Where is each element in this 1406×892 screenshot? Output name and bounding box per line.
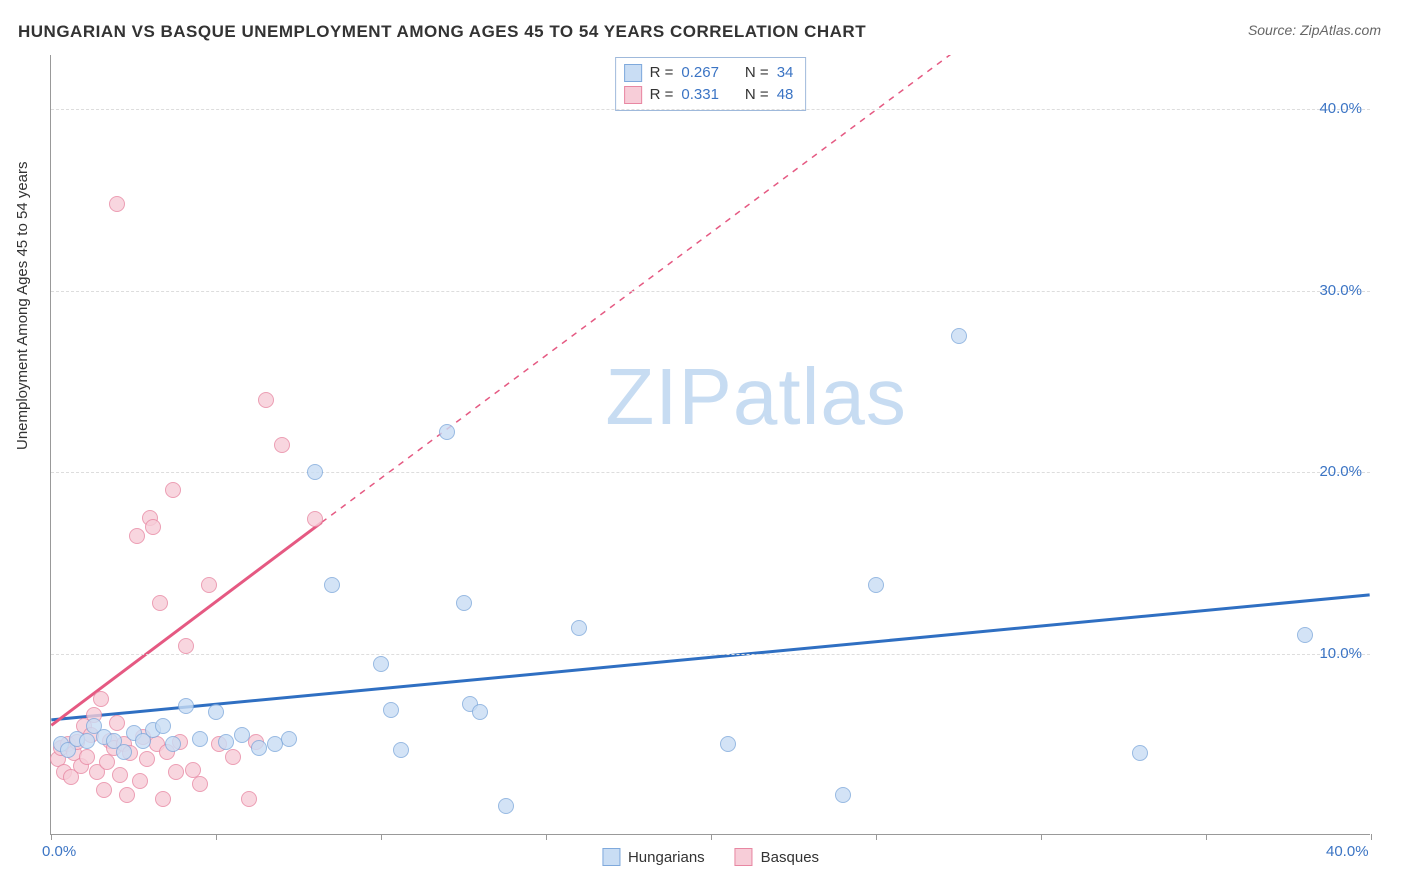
basques-point: [258, 392, 274, 408]
legend-label: Hungarians: [628, 849, 705, 866]
basques-point: [241, 791, 257, 807]
legend-correlation: R = 0.267 N = 34 R = 0.331 N = 48: [615, 57, 807, 111]
basques-point: [96, 782, 112, 798]
hungarians-point: [155, 718, 171, 734]
y-tick-label: 10.0%: [1319, 645, 1362, 662]
basques-point: [139, 751, 155, 767]
legend-row: R = 0.267 N = 34: [624, 62, 794, 84]
x-tick: [1206, 834, 1207, 840]
hungarians-point: [307, 464, 323, 480]
legend-n-label: N =: [745, 62, 769, 84]
legend-item: Basques: [735, 848, 819, 866]
legend-r-value: 0.331: [681, 84, 719, 106]
hungarians-point: [1297, 627, 1313, 643]
legend-n-value: 48: [777, 84, 794, 106]
chart-container: HUNGARIAN VS BASQUE UNEMPLOYMENT AMONG A…: [0, 0, 1406, 892]
x-tick: [1041, 834, 1042, 840]
hungarians-point: [116, 744, 132, 760]
hungarians-point: [251, 740, 267, 756]
plot-area: ZIPatlas R =0.267N =34R =0.331N =48 Hung…: [50, 55, 1370, 835]
y-tick-label: 40.0%: [1319, 100, 1362, 117]
gridline: [51, 109, 1370, 110]
hungarians-point: [208, 704, 224, 720]
basques-point: [165, 482, 181, 498]
basques-point: [119, 787, 135, 803]
hungarians-point: [281, 731, 297, 747]
hungarians-point: [439, 424, 455, 440]
source-label: Source: ZipAtlas.com: [1248, 22, 1381, 38]
hungarians-point: [720, 736, 736, 752]
trend-lines: [51, 55, 1370, 834]
basques-point: [93, 691, 109, 707]
x-tick: [876, 834, 877, 840]
x-tick: [546, 834, 547, 840]
hungarians-point: [835, 787, 851, 803]
basques-point: [307, 511, 323, 527]
basques-point: [129, 528, 145, 544]
hungarians-point: [868, 577, 884, 593]
y-axis-label: Unemployment Among Ages 45 to 54 years: [14, 161, 31, 450]
legend-item: Hungarians: [602, 848, 705, 866]
basques-point: [192, 776, 208, 792]
watermark: ZIPatlas: [605, 351, 906, 443]
y-tick-label: 20.0%: [1319, 463, 1362, 480]
legend-swatch: [624, 86, 642, 104]
hungarians-point: [498, 798, 514, 814]
basques-point: [155, 791, 171, 807]
legend-r-label: R =: [650, 84, 674, 106]
basques-point: [112, 767, 128, 783]
hungarians-point: [79, 733, 95, 749]
hungarians-point: [1132, 745, 1148, 761]
hungarians-point: [324, 577, 340, 593]
x-tick: [216, 834, 217, 840]
basques-point: [145, 519, 161, 535]
basques-point: [168, 764, 184, 780]
legend-swatch: [602, 848, 620, 866]
hungarians-point: [951, 328, 967, 344]
basques-point: [109, 715, 125, 731]
basques-point: [274, 437, 290, 453]
gridline: [51, 472, 1370, 473]
legend-swatch: [735, 848, 753, 866]
gridline: [51, 291, 1370, 292]
basques-point: [225, 749, 241, 765]
basques-point: [178, 638, 194, 654]
hungarians-point: [192, 731, 208, 747]
x-axis-max-label: 40.0%: [1326, 843, 1369, 860]
legend-row: R = 0.331 N = 48: [624, 84, 794, 106]
basques-point: [152, 595, 168, 611]
x-tick: [381, 834, 382, 840]
x-axis-origin-label: 0.0%: [42, 843, 76, 860]
hungarians-point: [472, 704, 488, 720]
x-tick: [711, 834, 712, 840]
gridline: [51, 654, 1370, 655]
legend-r-value: 0.267: [681, 62, 719, 84]
hungarians-point: [373, 656, 389, 672]
basques-point: [109, 196, 125, 212]
legend-r-label: R =: [650, 62, 674, 84]
legend-n-value: 34: [777, 62, 794, 84]
x-tick: [1371, 834, 1372, 840]
hungarians-point: [178, 698, 194, 714]
hungarians-point: [456, 595, 472, 611]
legend-label: Basques: [761, 849, 819, 866]
x-tick: [51, 834, 52, 840]
legend-series: Hungarians Basques: [602, 848, 819, 866]
legend-n-label: N =: [745, 84, 769, 106]
hungarians-point: [383, 702, 399, 718]
hungarians-point: [571, 620, 587, 636]
basques-point: [132, 773, 148, 789]
legend-swatch: [624, 64, 642, 82]
y-tick-label: 30.0%: [1319, 282, 1362, 299]
chart-title: HUNGARIAN VS BASQUE UNEMPLOYMENT AMONG A…: [18, 22, 866, 42]
basques-point: [99, 754, 115, 770]
basques-point: [79, 749, 95, 765]
basques-point: [201, 577, 217, 593]
hungarians-point: [393, 742, 409, 758]
